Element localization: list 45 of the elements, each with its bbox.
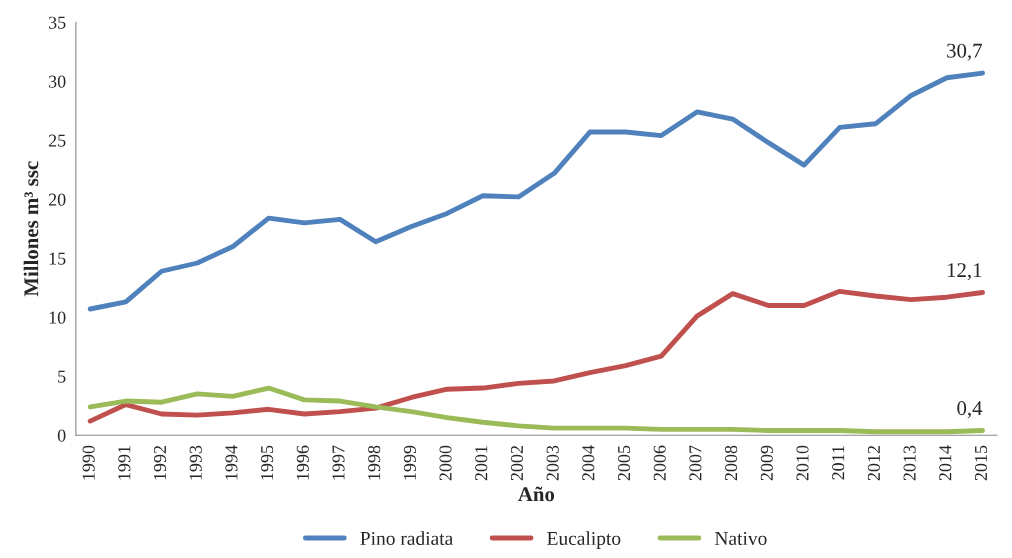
x-tick-label: 2007 bbox=[689, 445, 702, 481]
line-series bbox=[87, 288, 985, 424]
x-tick-label: 1993 bbox=[189, 445, 202, 480]
y-tick-label: 5 bbox=[58, 370, 66, 383]
x-tick-label: 1997 bbox=[332, 445, 345, 480]
x-tick-label: 2006 bbox=[653, 445, 666, 481]
x-tick-label: 2005 bbox=[617, 445, 631, 481]
data-label: 0,4 bbox=[957, 401, 983, 419]
x-tick-label: 1992 bbox=[153, 445, 167, 480]
y-tick-label: 30 bbox=[48, 75, 66, 88]
data-label: 12,1 bbox=[947, 263, 982, 281]
x-tick-label: 1991 bbox=[118, 446, 131, 480]
x-tick-label: 2001 bbox=[475, 446, 488, 481]
x-axis-title: Año bbox=[518, 486, 555, 502]
x-tick-label: 2000 bbox=[439, 445, 452, 481]
y-tick-label: 35 bbox=[48, 16, 66, 29]
data-label: 30,7 bbox=[947, 43, 982, 61]
x-tick-label: 2009 bbox=[760, 445, 773, 481]
x-tick-label: 2011 bbox=[832, 446, 845, 480]
x-tick-label: 1994 bbox=[225, 445, 238, 480]
x-tick-label: 1990 bbox=[82, 445, 95, 480]
x-tick-label: 1998 bbox=[368, 445, 381, 480]
y-tick-label: 25 bbox=[48, 134, 66, 147]
line-series bbox=[87, 70, 985, 312]
x-tick-label: 2012 bbox=[867, 445, 880, 481]
y-tick-label: 15 bbox=[49, 252, 66, 265]
legend-label: Eucalipto bbox=[547, 531, 621, 549]
y-tick-label: 10 bbox=[49, 311, 66, 324]
y-axis-title: Millones m³ ssc bbox=[23, 161, 39, 297]
x-tick-label: 2014 bbox=[939, 445, 952, 481]
legend-label: Pino radiata bbox=[360, 531, 453, 545]
legend-label: Nativo bbox=[714, 531, 767, 545]
y-tick-label: 20 bbox=[48, 193, 66, 206]
y-tick-label: 0 bbox=[57, 429, 66, 442]
x-tick-label: 2003 bbox=[546, 445, 559, 481]
x-tick-label: 2002 bbox=[510, 445, 524, 481]
x-tick-label: 2010 bbox=[796, 445, 809, 481]
line-series bbox=[87, 385, 985, 435]
x-tick-label: 1995 bbox=[261, 445, 274, 480]
x-tick-label: 1996 bbox=[296, 445, 309, 480]
x-tick-label: 2013 bbox=[903, 445, 916, 481]
x-tick-label: 2004 bbox=[582, 445, 595, 481]
x-tick-label: 2015 bbox=[974, 445, 988, 481]
x-tick-label: 1999 bbox=[403, 445, 416, 480]
x-tick-label: 2008 bbox=[725, 445, 738, 481]
